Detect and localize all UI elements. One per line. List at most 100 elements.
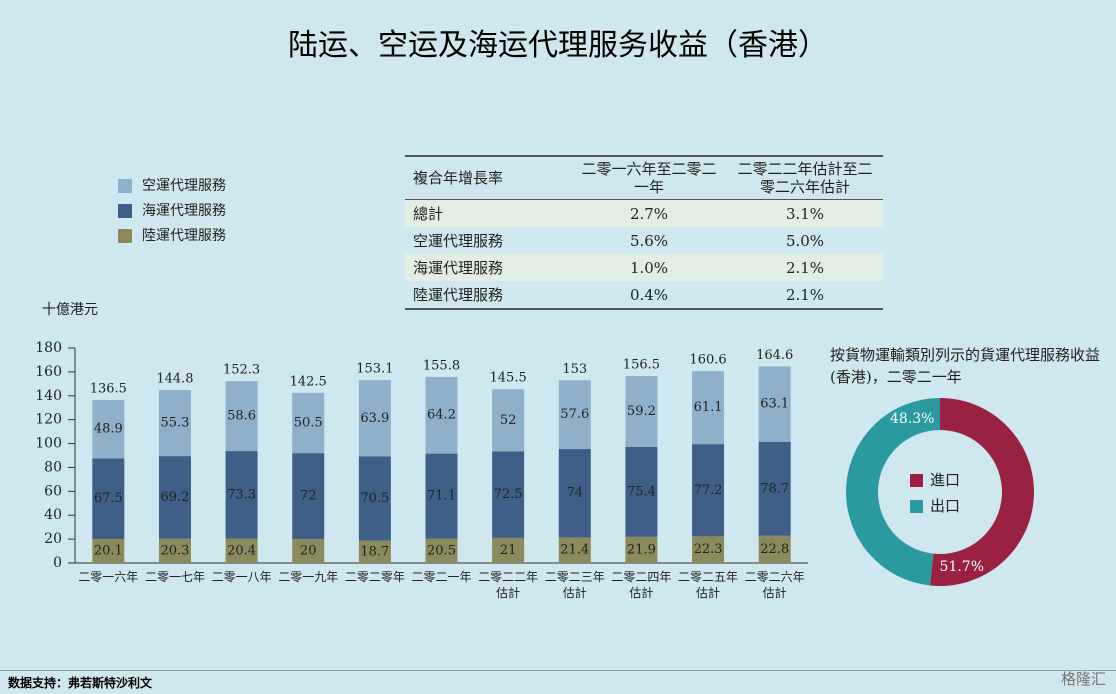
bar-segment [558, 537, 591, 563]
x-tick-label: 二零二零年 [344, 570, 405, 584]
value-label: 67.5 [94, 491, 123, 506]
bar-segment [92, 399, 125, 459]
total-label: 156.5 [623, 358, 660, 373]
bar-segment [358, 380, 391, 457]
y-tick-label: 160 [35, 364, 62, 380]
x-tick-label: 二零二二年 估計 [478, 570, 539, 600]
bar-segment [358, 456, 391, 541]
value-label: 48.3% [890, 411, 934, 427]
value-label: 57.6 [560, 407, 589, 422]
bar-segment [625, 536, 658, 563]
bar-segment [92, 538, 125, 563]
total-label: 164.6 [756, 348, 793, 363]
bar-segment [492, 537, 525, 563]
legend-swatch [118, 229, 132, 243]
y-unit: 十億港元 [42, 302, 98, 318]
value-label: 52 [500, 413, 517, 428]
y-tick-label: 20 [44, 531, 62, 547]
bar-segment [558, 449, 591, 538]
cagr-table: 複合年增長率 二零一六年至二零二一年 二零二二年估計至二零二六年估計 總計 2.7% 3… [405, 155, 883, 310]
total-label: 153 [562, 362, 587, 377]
y-tick-label: 60 [44, 483, 62, 499]
cell: 空運代理服務 [413, 232, 504, 250]
value-label: 78.7 [760, 481, 789, 496]
total-label: 136.5 [90, 381, 127, 396]
bar-segment [492, 451, 525, 538]
value-label: 50.5 [294, 415, 323, 430]
bar-segment [225, 538, 258, 563]
bar-segment [558, 380, 591, 450]
bar-segment [292, 539, 325, 563]
y-tick-label: 80 [44, 459, 62, 475]
value-label: 75.4 [627, 484, 656, 499]
total-label: 160.6 [689, 353, 726, 368]
bar-segment [692, 536, 725, 563]
bar-segment [625, 376, 658, 447]
value-label: 58.6 [227, 409, 256, 424]
cell: 3.1% [727, 199, 883, 227]
bar-segment [758, 535, 791, 563]
pie-title: 按貨物運輸類別列示的貨運代理服務收益(香港)，二零二一年 [830, 346, 1101, 386]
value-label: 61.1 [694, 400, 723, 415]
cell: 2.1% [727, 281, 883, 310]
x-tick-label: 二零一七年 [144, 570, 205, 584]
legend-label: 海運代理服務 [142, 203, 226, 219]
bar-segment [425, 538, 458, 563]
value-label: 64.2 [427, 408, 456, 423]
cell: 總計 [405, 199, 571, 227]
x-tick-label: 二零二五年 估計 [678, 570, 739, 600]
x-tick-label: 二零二六年 估計 [744, 570, 805, 600]
bar-segment [292, 453, 325, 540]
table-header: 複合年增長率 [405, 155, 571, 200]
legend-label: 出口 [930, 497, 960, 515]
logo: 格隆汇 [1060, 670, 1106, 688]
bar-segment [158, 390, 191, 457]
legend-label: 陸運代理服務 [142, 228, 226, 244]
value-label: 20 [300, 544, 317, 559]
y-tick-label: 100 [35, 436, 62, 452]
value-label: 63.1 [760, 397, 789, 412]
x-tick-label: 二零二一年 [411, 570, 472, 584]
value-label: 73.3 [227, 487, 256, 502]
cell: 0.4% [571, 281, 727, 310]
value-label: 22.3 [694, 542, 723, 557]
pie-slice [929, 398, 1034, 586]
total-label: 145.5 [490, 371, 527, 386]
pie-slice [845, 398, 940, 586]
total-label: 142.5 [290, 374, 327, 389]
total-label: 155.8 [423, 358, 460, 373]
bar-segment [692, 371, 725, 445]
page-title: 陆运、空运及海运代理服务收益（香港） [288, 28, 828, 63]
bar-segment [225, 451, 258, 539]
value-label: 20.4 [227, 543, 256, 558]
legend-swatch [910, 474, 923, 487]
bar-segment [758, 366, 791, 442]
value-label: 22.8 [760, 542, 789, 557]
cell: 1.0% [571, 254, 727, 281]
cell: 2.7% [571, 199, 727, 227]
bar-segment [158, 456, 191, 539]
value-label: 51.7% [940, 559, 984, 575]
value-label: 21 [500, 543, 517, 558]
bar-segment [425, 453, 458, 539]
value-label: 74 [566, 486, 583, 501]
bar-segment [758, 441, 791, 536]
cell: 5.6% [629, 231, 669, 250]
divider [0, 670, 1116, 671]
table-header: 二零一六年至二零二一年 [571, 155, 727, 200]
total-label: 153.1 [356, 362, 393, 377]
total-label: 152.3 [223, 363, 260, 378]
legend-label: 空運代理服務 [142, 178, 226, 194]
value-label: 55.3 [160, 416, 189, 431]
value-label: 48.9 [94, 422, 123, 437]
value-label: 72 [300, 489, 317, 504]
x-tick-label: 二零二三年 估計 [544, 570, 605, 600]
value-label: 21.9 [627, 542, 656, 557]
x-tick-label: 二零一六年 [78, 570, 139, 584]
cell: 海運代理服務 [405, 254, 571, 281]
value-label: 63.9 [360, 411, 389, 426]
value-label: 77.2 [694, 483, 723, 498]
legend-swatch [910, 500, 923, 513]
